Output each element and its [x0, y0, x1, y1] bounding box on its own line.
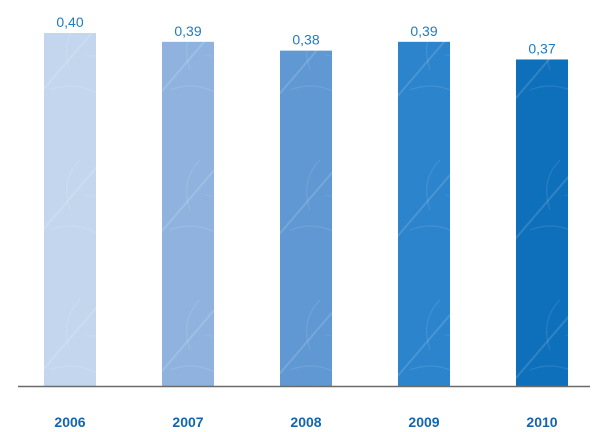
- bar-texture-2007: [162, 41, 214, 386]
- data-label-2009: 0,39: [410, 23, 437, 39]
- data-label-2006: 0,40: [56, 14, 83, 30]
- x-tick-label-2008: 2008: [290, 414, 321, 430]
- x-tick-label-2007: 2007: [172, 414, 203, 430]
- x-tick-label-2010: 2010: [526, 414, 557, 430]
- bar-texture-2010: [516, 59, 568, 386]
- bars-layer: [44, 33, 568, 387]
- value-labels-layer: 0,40 0,39 0,38 0,39 0,37: [56, 14, 555, 56]
- x-tick-label-2009: 2009: [408, 414, 439, 430]
- data-label-2010: 0,37: [528, 40, 555, 56]
- x-tick-label-2006: 2006: [54, 414, 85, 430]
- bar-texture-2009: [398, 41, 450, 386]
- bar-texture-2006: [44, 33, 96, 386]
- x-tick-labels-layer: 2006 2007 2008 2009 2010: [54, 414, 557, 430]
- data-label-2007: 0,39: [174, 23, 201, 39]
- data-label-2008: 0,38: [292, 32, 319, 48]
- bar-texture-2008: [280, 50, 332, 387]
